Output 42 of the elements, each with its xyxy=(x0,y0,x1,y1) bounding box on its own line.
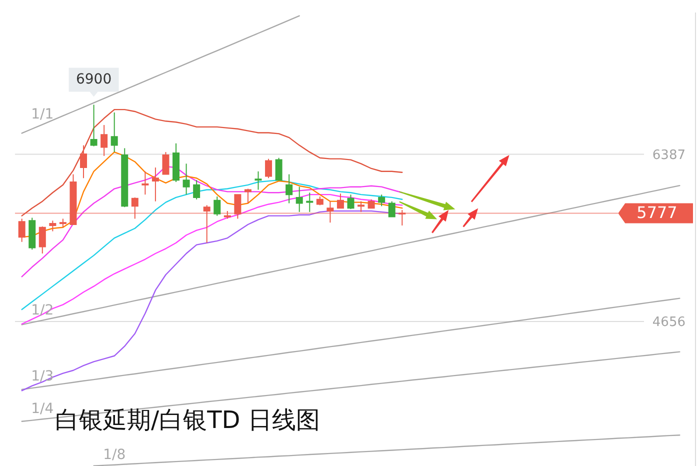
candlestick xyxy=(306,192,314,212)
candlestick xyxy=(49,220,56,232)
candlestick xyxy=(244,188,252,204)
annotation: 6900 xyxy=(76,72,112,88)
candlestick xyxy=(378,194,386,207)
candlestick xyxy=(38,226,46,254)
ref-line-label: 5777 xyxy=(636,203,678,222)
candlestick xyxy=(193,180,200,200)
series-label: 1/1 xyxy=(31,106,54,123)
candlestick xyxy=(131,196,138,220)
candlestick xyxy=(152,167,159,202)
series-label: 1/4 xyxy=(31,401,54,418)
candlestick xyxy=(358,200,365,212)
candlestick xyxy=(398,210,406,226)
candlestick xyxy=(254,170,262,190)
line-series xyxy=(21,15,300,134)
series-label: 1/8 xyxy=(103,446,126,463)
candlestick xyxy=(142,170,149,196)
line-series xyxy=(21,108,403,216)
line-series xyxy=(93,434,680,466)
candlestick xyxy=(234,194,242,220)
y-tick-label: 6387 xyxy=(652,148,686,163)
candlestick xyxy=(80,144,88,179)
text: 白银延期/白银TD 日线图 xyxy=(55,406,320,434)
candlestick xyxy=(18,218,26,242)
series-label: 1/3 xyxy=(31,368,54,385)
candlestick xyxy=(214,196,221,216)
y-tick-label: 4656 xyxy=(652,314,686,330)
candlestick xyxy=(296,186,303,212)
candlestick xyxy=(100,124,108,156)
candlestick xyxy=(347,194,354,210)
candlestick xyxy=(275,157,282,181)
candlestick xyxy=(182,163,190,196)
candlestick xyxy=(265,158,272,179)
candlestick xyxy=(90,104,98,147)
candlestick xyxy=(110,112,118,153)
candlestick xyxy=(162,152,170,175)
candlestick xyxy=(326,200,334,224)
candlestick xyxy=(286,174,293,204)
candlestick xyxy=(388,200,396,218)
candlestick xyxy=(203,204,210,244)
candlestick xyxy=(336,193,344,209)
